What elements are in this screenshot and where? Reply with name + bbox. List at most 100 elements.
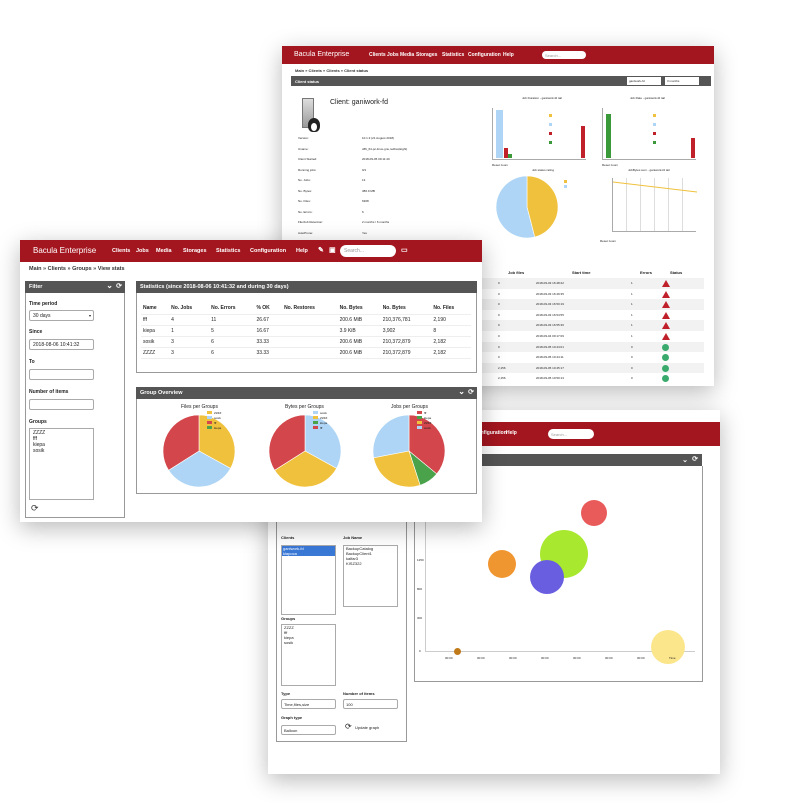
balloon-purple [530,560,564,594]
legend-label: ZZZZ [424,421,432,425]
client-select[interactable]: ganiwork-fd [627,77,661,85]
job-start-time: 2018-09-03 16:55:36 [536,323,564,328]
nav-help[interactable]: Help [296,248,308,254]
jobname-list[interactable]: BackupCatalog BackupClient1 kalfar3 KISZ… [343,545,398,607]
stats-cell: 200.6 MiB [337,314,381,326]
job-row[interactable] [482,299,704,310]
group-pie-slice[interactable] [408,414,446,475]
nav-storages[interactable]: Storages [183,248,207,254]
brand-logo[interactable]: Bacula Enterprise [294,51,350,58]
type-select[interactable]: Time,files,size [281,699,336,709]
refresh-icon[interactable]: ⟳ [692,456,698,463]
time-period-select[interactable]: 30 days ▾ [29,310,94,321]
nav-jobs[interactable]: Jobs [136,248,149,254]
nav-help[interactable]: Help [506,430,517,436]
reset-zoom-3[interactable]: Reset zoom [600,239,617,243]
monitor-icon[interactable]: ▭ [401,247,408,254]
status-pie-slice[interactable] [495,175,536,239]
update-graph-icon[interactable]: ⟳ [345,722,352,731]
jobname-item[interactable]: BackupClient1 [346,551,372,556]
job-row[interactable] [482,362,704,374]
refresh-icon[interactable]: ⟳ [468,389,474,396]
jobname-item[interactable]: KISZ322 [346,561,362,566]
job-row[interactable] [482,341,704,353]
stats-panel: Name No. Jobs No. Errors% OK No. Restores No… [136,293,477,373]
group-pie-slice[interactable] [168,450,231,488]
duration-chart [492,108,586,160]
job-row[interactable] [482,320,704,331]
jobname-item[interactable]: BackupCatalog [346,546,374,551]
legend-entry: ZZZZ [207,411,221,415]
search-input[interactable]: Search... [340,245,396,257]
number-items-input[interactable] [29,399,94,410]
server-small-icon[interactable]: ▣ [329,247,336,254]
refresh-icon[interactable]: ⟳ [116,283,122,290]
job-start-time: 2018-09-05 10:45:17 [536,365,564,370]
apply-filter-icon[interactable]: ⟳ [31,503,39,513]
x-tick: 00:00 [573,656,581,660]
job-row[interactable] [482,373,704,384]
job-row[interactable] [482,309,704,321]
nav-configuration[interactable]: Configuration [474,430,507,436]
wrench-icon[interactable]: ✎ [318,247,324,254]
nav-clients[interactable]: Clients [112,248,131,254]
group-item[interactable]: ZZZZ [33,430,46,436]
groups-list[interactable]: ZZZZ fff kiepa sosik [29,428,94,500]
nav-help[interactable]: Help [503,52,514,58]
group-item[interactable]: kiepa [33,442,45,448]
nav-statistics[interactable]: Statistics [216,248,241,254]
status-pie-slice[interactable] [526,175,559,238]
group-pie-slice[interactable] [274,450,337,488]
brand-logo[interactable]: Bacula Enterprise [33,246,97,255]
groups-label: Groups [29,419,47,425]
collapse-icon[interactable]: ⌄ [106,281,113,290]
balloon-red [581,500,607,526]
clients-list[interactable]: ganiwork-fd klapoca [281,545,336,615]
files-per-groups-pie [162,414,236,488]
jobs-per-groups-pie [372,414,446,488]
nav-configuration[interactable]: Configuration [250,248,287,254]
to-label: To [29,359,35,365]
clients-item[interactable]: klapoca [282,551,335,556]
legend-entry: fff [313,426,322,430]
group-item[interactable]: fff [33,436,37,442]
nav-media[interactable]: Media [400,52,415,58]
group-item[interactable]: kiepa [284,635,294,640]
group-item[interactable]: ZZZZ [284,625,294,630]
group-pie-slice[interactable] [162,414,200,471]
collapse-icon[interactable]: ⌄ [458,387,465,396]
group-pie-slice[interactable] [268,414,306,471]
number-input[interactable]: 100 [343,699,398,709]
client-prop-key: Uname: [298,146,309,151]
update-graph-button[interactable]: Update graph [355,725,380,730]
navbar: Bacula Enterprise Clients Jobs Media Sto… [20,240,482,262]
reset-zoom-1[interactable]: Reset zoom [492,163,509,167]
search-input[interactable]: Search... [548,429,594,439]
range-select[interactable]: 3 months [665,77,699,85]
group-item[interactable]: fff [284,630,288,635]
job-row[interactable] [482,288,704,300]
job-row[interactable] [482,331,704,342]
nav-clients[interactable]: Clients [369,52,386,58]
group-pie-slice[interactable] [373,450,421,488]
group-pie-slice[interactable] [372,414,410,459]
nav-media[interactable]: Media [156,248,172,254]
jobname-item[interactable]: kalfar3 [346,556,359,561]
clients-item[interactable]: ganiwork-fd [282,546,335,551]
collapse-icon[interactable]: ⌄ [682,457,688,464]
job-row[interactable] [482,278,704,289]
search-input[interactable]: Search... [542,51,586,59]
nav-statistics[interactable]: Statistics [442,52,465,58]
group-item[interactable]: sosik [33,448,45,454]
nav-storages[interactable]: Storages [416,52,438,58]
stats-col-header[interactable]: Name [141,303,170,315]
groups-list[interactable]: ZZZZ fff kiepa sosik [281,624,336,686]
group-item[interactable]: sosik [284,640,294,645]
reset-zoom-2[interactable]: Reset zoom [602,163,619,167]
to-input[interactable] [29,369,94,380]
job-row[interactable] [482,352,704,363]
graph-type-select[interactable]: Balloon [281,725,336,735]
nav-jobs[interactable]: Jobs [387,52,399,58]
since-input[interactable]: 2018-08-06 10:41:32 [29,339,94,350]
nav-configuration[interactable]: Configuration [468,52,501,58]
